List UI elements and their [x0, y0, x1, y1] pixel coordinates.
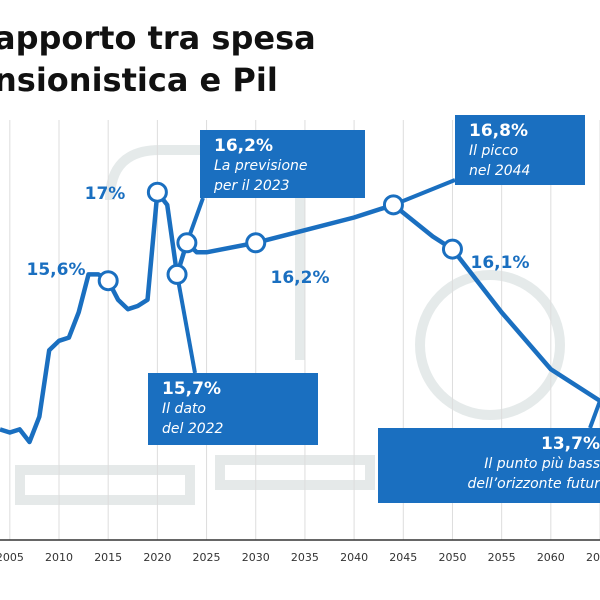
title: apporto tra spesa [0, 19, 316, 57]
x-tick-label: 2025 [193, 551, 221, 564]
callout-value: 15,7% [162, 379, 221, 399]
callout-pointer [392, 178, 456, 207]
callout-text: per il 2023 [213, 178, 290, 194]
callout-value: 13,7% [541, 434, 600, 454]
x-tick-label: 2005 [0, 551, 24, 564]
callout-text: dell’orizzonte futur [467, 476, 600, 492]
point-marker [382, 194, 404, 216]
callout-box [200, 130, 365, 198]
x-tick-label: 2065 [586, 551, 600, 564]
callout-text: nel 2044 [469, 163, 530, 179]
x-tick-label: 2035 [291, 551, 319, 564]
callout-value: 16,8% [469, 121, 528, 141]
callout-box [378, 428, 600, 503]
callout-pointer [588, 400, 600, 429]
annotation-label: 15,6% [27, 260, 86, 280]
callout-text: Il picco [469, 143, 518, 159]
callout-text: La previsione [214, 158, 308, 174]
x-tick-label: 2045 [389, 551, 417, 564]
callout-text: del 2022 [162, 421, 224, 437]
point-marker [176, 232, 198, 254]
callout-text: Il punto più bass [484, 456, 600, 472]
annotation-label: 16,2% [271, 268, 330, 288]
callout-value: 16,2% [214, 136, 273, 156]
x-tick-label: 2055 [488, 551, 516, 564]
x-tick-label: 2010 [45, 551, 73, 564]
callout-pointer [175, 274, 197, 374]
x-tick-label: 2060 [537, 551, 565, 564]
x-tick-label: 2020 [143, 551, 171, 564]
point-marker [97, 270, 119, 292]
x-tick-label: 2015 [94, 551, 122, 564]
x-tick-label: 2030 [242, 551, 270, 564]
callout-text: Il dato [162, 401, 206, 417]
callout-box [455, 115, 585, 185]
point-marker [441, 238, 463, 260]
annotation-label: 16,1% [471, 253, 530, 273]
annotation-label: 17% [85, 184, 126, 204]
title: nsionistica e Pil [0, 61, 278, 99]
x-tick-label: 2040 [340, 551, 368, 564]
x-tick-label: 2050 [438, 551, 466, 564]
point-marker [245, 232, 267, 254]
callout-box [148, 373, 318, 445]
point-marker [146, 181, 168, 203]
point-marker [166, 263, 188, 285]
